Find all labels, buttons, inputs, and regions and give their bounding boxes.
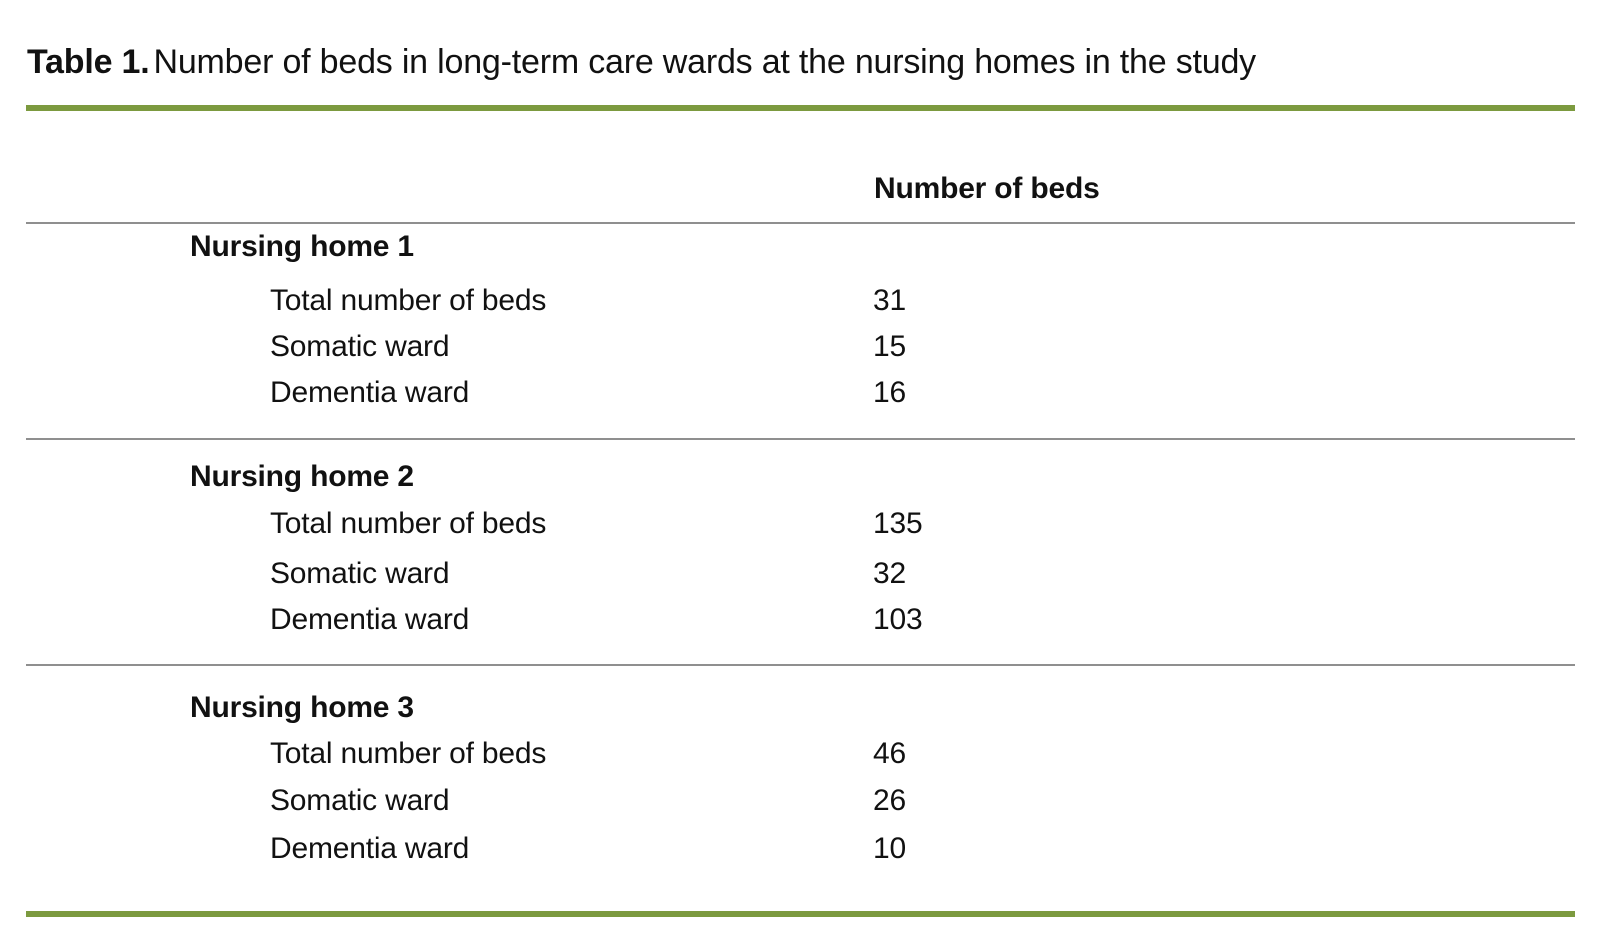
row-label-somatic-ward: Somatic ward xyxy=(270,330,450,363)
row-value-total-beds: 31 xyxy=(873,284,906,317)
section-divider xyxy=(26,664,1575,666)
table-caption: Table 1. Number of beds in long-term care… xyxy=(27,40,1256,84)
row-value-dementia-ward: 10 xyxy=(873,832,906,865)
row-value-dementia-ward: 103 xyxy=(873,603,923,636)
section-heading-nursing-home-1: Nursing home 1 xyxy=(190,230,414,263)
row-value-total-beds: 135 xyxy=(873,507,923,540)
row-label-dementia-ward: Dementia ward xyxy=(270,832,470,865)
row-label-somatic-ward: Somatic ward xyxy=(270,557,450,590)
row-value-dementia-ward: 16 xyxy=(873,376,906,409)
section-heading-nursing-home-3: Nursing home 3 xyxy=(190,691,414,724)
row-label-total-beds: Total number of beds xyxy=(270,284,547,317)
section-divider xyxy=(26,438,1575,440)
row-value-somatic-ward: 32 xyxy=(873,557,906,590)
table-caption-text: Number of beds in long-term care wards a… xyxy=(153,43,1256,81)
top-accent-rule xyxy=(26,105,1575,111)
row-label-somatic-ward: Somatic ward xyxy=(270,784,450,817)
row-label-total-beds: Total number of beds xyxy=(270,507,547,540)
row-value-total-beds: 46 xyxy=(873,737,906,770)
header-divider xyxy=(26,222,1575,224)
row-label-dementia-ward: Dementia ward xyxy=(270,376,470,409)
row-value-somatic-ward: 26 xyxy=(873,784,906,817)
table-caption-number: Table 1. xyxy=(27,43,150,81)
row-value-somatic-ward: 15 xyxy=(873,330,906,363)
section-heading-nursing-home-2: Nursing home 2 xyxy=(190,460,414,493)
bottom-accent-rule xyxy=(26,911,1575,917)
column-header-number-of-beds: Number of beds xyxy=(874,172,1100,205)
row-label-dementia-ward: Dementia ward xyxy=(270,603,470,636)
row-label-total-beds: Total number of beds xyxy=(270,737,547,770)
